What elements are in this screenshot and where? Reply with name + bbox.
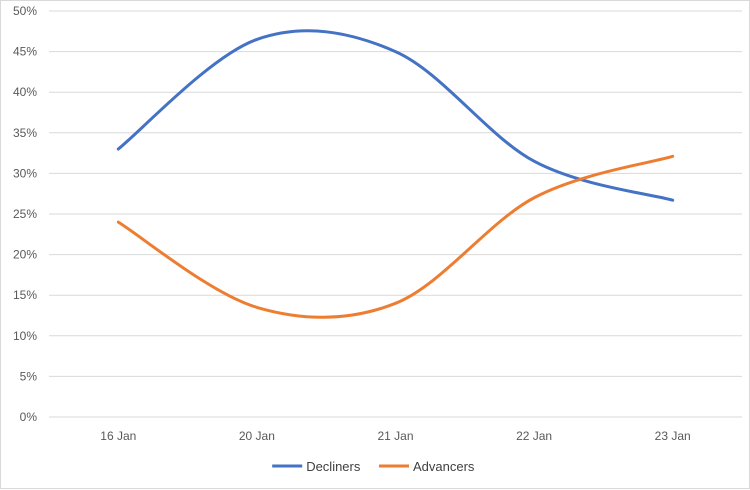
y-tick-label: 35% xyxy=(13,126,37,140)
x-axis-ticks: 16 Jan 20 Jan 21 Jan 22 Jan 23 Jan xyxy=(100,429,690,443)
y-tick-label: 10% xyxy=(13,329,37,343)
x-tick-label: 21 Jan xyxy=(377,429,413,443)
x-tick-label: 22 Jan xyxy=(516,429,552,443)
series-lines xyxy=(116,29,675,319)
y-tick-label: 45% xyxy=(13,45,37,59)
legend-label-advancers: Advancers xyxy=(413,459,475,474)
y-tick-label: 5% xyxy=(20,369,38,383)
legend: Decliners Advancers xyxy=(272,459,475,474)
y-tick-label: 20% xyxy=(13,248,37,262)
x-tick-label: 23 Jan xyxy=(655,429,691,443)
y-tick-label: 0% xyxy=(20,410,38,424)
y-tick-label: 30% xyxy=(13,166,37,180)
y-tick-label: 50% xyxy=(13,4,37,18)
y-tick-label: 15% xyxy=(13,288,37,302)
gridlines xyxy=(49,10,742,418)
series-line-advancers xyxy=(116,154,675,319)
x-tick-label: 16 Jan xyxy=(100,429,136,443)
y-tick-label: 25% xyxy=(13,207,37,221)
legend-label-decliners: Decliners xyxy=(306,459,361,474)
x-tick-label: 20 Jan xyxy=(239,429,275,443)
y-tick-label: 40% xyxy=(13,85,37,99)
series-line-decliners xyxy=(116,29,675,202)
y-axis-ticks: 0% 5% 10% 15% 20% 25% 30% 35% 40% 45% 50% xyxy=(13,4,37,424)
